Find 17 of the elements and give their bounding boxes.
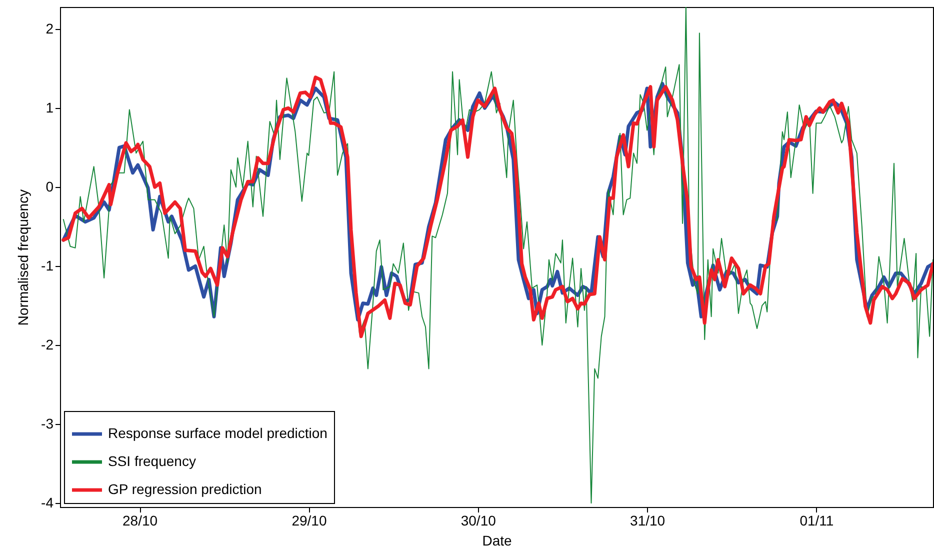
x-tick-label: 01/11: [800, 512, 834, 528]
legend-label: SSI frequency: [108, 453, 196, 469]
y-tick-label: 2: [46, 20, 54, 37]
y-tick-label: -1: [41, 258, 54, 274]
x-tick-label: 29/10: [292, 512, 327, 528]
y-tick-label: 0: [46, 178, 54, 195]
x-tick-label: 30/10: [460, 512, 496, 528]
legend-label: Response surface model prediction: [108, 425, 328, 441]
legend-label: GP regression prediction: [108, 481, 262, 497]
y-tick-label: 1: [46, 100, 54, 116]
y-tick-label: -4: [41, 494, 54, 511]
y-tick-label: -3: [41, 416, 54, 432]
x-axis-title: Date: [482, 532, 512, 548]
x-tick-label: 28/10: [122, 512, 158, 528]
y-tick-label: -2: [41, 336, 54, 353]
y-axis-title: Normalised frequency: [15, 189, 32, 326]
x-tick-label: 31/10: [630, 512, 666, 528]
